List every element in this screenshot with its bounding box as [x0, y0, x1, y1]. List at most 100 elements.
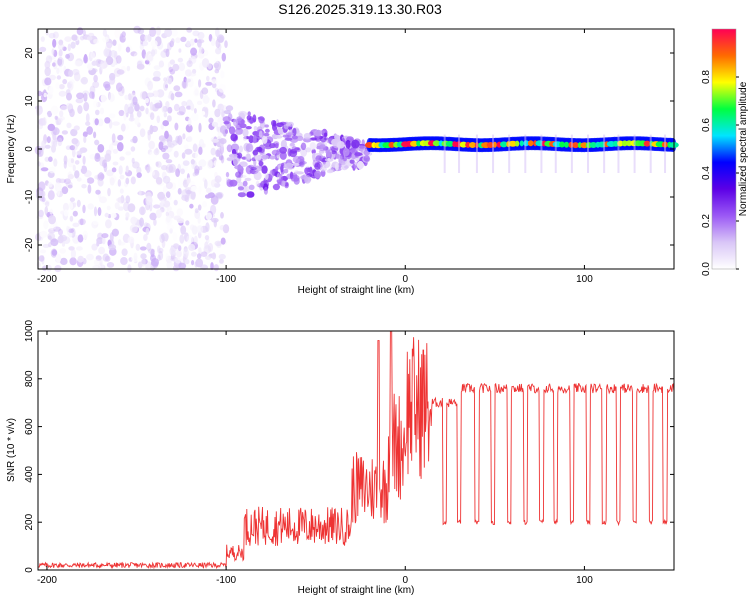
heatmap-cell: [318, 144, 327, 152]
heatmap-cell: [123, 111, 127, 121]
heatmap-cell: [180, 225, 187, 235]
heatmap-cell: [152, 76, 161, 82]
heatmap-cell: [48, 228, 56, 234]
heatmap-cell: [312, 152, 316, 161]
heatmap-cell: [65, 53, 70, 59]
heatmap-cell: [210, 262, 214, 271]
heatmap-cell: [220, 105, 228, 112]
heatmap-cell: [298, 159, 305, 168]
heatmap-cell: [67, 43, 71, 52]
heatmap-cell: [163, 112, 167, 118]
heatmap-cell: [153, 148, 160, 156]
heatmap-cell: [140, 34, 146, 42]
heatmap-cell: [363, 155, 370, 162]
heatmap-cell: [276, 122, 284, 128]
heatmap-cell: [235, 171, 242, 178]
heatmap-cell: [93, 206, 98, 217]
heatmap-cell: [603, 134, 606, 173]
heatmap-cell: [210, 37, 216, 47]
heatmap-cell: [309, 142, 316, 151]
heatmap-cell: [236, 116, 242, 122]
heatmap-cell: [126, 65, 131, 72]
heatmap-cell: [125, 212, 130, 219]
y-tick-label: -10: [24, 189, 35, 204]
heatmap-cell: [147, 80, 154, 91]
heatmap-cell: [282, 134, 290, 138]
heatmap-cell: [146, 242, 152, 251]
heatmap-cell: [68, 69, 74, 77]
heatmap-cell: [246, 191, 255, 198]
heatmap-cell: [150, 112, 155, 120]
heatmap-cell: [83, 170, 92, 178]
colorbar-ticks: 0.0 0.2 0.4 0.6 0.8: [701, 70, 739, 276]
heatmap-cell: [180, 168, 185, 175]
heatmap-cell: [230, 133, 238, 142]
heatmap-cell: [193, 235, 198, 245]
heatmap-cell: [69, 215, 74, 222]
heatmap-cell: [118, 165, 123, 175]
spectrogram-x-ticks: -200 -100 0 100: [37, 29, 593, 285]
heatmap-cell: [361, 139, 365, 148]
heatmap-cell: [57, 56, 64, 67]
heatmap-cell: [205, 81, 213, 86]
heatmap-cell: [261, 135, 268, 144]
heatmap-cell: [39, 230, 48, 238]
heatmap-cell: [156, 115, 161, 124]
heatmap-cell: [69, 257, 77, 266]
heatmap-cell: [44, 206, 49, 216]
snr-y-ticks: 0 200 400 600 800 1000: [24, 319, 674, 573]
heatmap-cell: [99, 156, 106, 167]
heatmap-cell: [500, 141, 508, 148]
heatmap-cell: [185, 69, 192, 77]
x-tick-label: 0: [402, 575, 408, 586]
y-tick-label: 1000: [24, 319, 35, 342]
heatmap-cell: [111, 133, 116, 143]
heatmap-cell: [225, 105, 234, 112]
heatmap-cell: [120, 123, 126, 132]
heatmap-cell: [180, 36, 187, 42]
heatmap-cell: [192, 172, 197, 177]
heatmap-cell: [169, 59, 176, 65]
heatmap-cell: [106, 205, 111, 211]
heatmap-cell: [74, 72, 81, 82]
x-tick-label: -200: [37, 274, 57, 285]
x-tick-label: 100: [576, 575, 593, 586]
heatmap-cell: [264, 171, 269, 180]
heatmap-cell: [225, 129, 228, 134]
heatmap-cell: [48, 55, 56, 60]
heatmap-cell: [196, 100, 203, 106]
heatmap-cell: [120, 257, 128, 265]
heatmap-cell: [97, 207, 102, 216]
heatmap-cell: [59, 248, 66, 254]
heatmap-cell: [245, 153, 251, 162]
heatmap-cell: [145, 227, 150, 236]
heatmap-cell: [167, 106, 173, 114]
heatmap-cell: [183, 144, 189, 149]
heatmap-cell: [189, 38, 195, 46]
heatmap-cell: [233, 118, 238, 127]
heatmap-cell: [176, 208, 184, 217]
heatmap-cell: [204, 241, 209, 249]
snr-plot-area: [37, 330, 675, 570]
heatmap-cell: [410, 140, 419, 147]
heatmap-cell: [228, 126, 236, 135]
heatmap-cell: [205, 212, 212, 221]
heatmap-cell: [211, 252, 217, 260]
heatmap-cell: [101, 233, 109, 239]
heatmap-cell: [211, 138, 219, 143]
heatmap-cell: [197, 31, 205, 40]
heatmap-cell: [563, 141, 570, 148]
heatmap-cell: [108, 102, 114, 109]
heatmap-cell: [217, 103, 224, 111]
heatmap-cell: [155, 177, 163, 185]
heatmap-cell: [69, 197, 75, 202]
heatmap-cell: [219, 258, 224, 264]
heatmap-cell: [643, 140, 651, 147]
heatmap-cell: [199, 90, 204, 100]
heatmap-cell: [191, 225, 198, 235]
heatmap-cell: [160, 124, 164, 130]
heatmap-cell: [117, 43, 122, 52]
heatmap-cell: [110, 94, 115, 102]
heatmap-cell: [508, 134, 511, 173]
heatmap-cell: [165, 101, 170, 108]
